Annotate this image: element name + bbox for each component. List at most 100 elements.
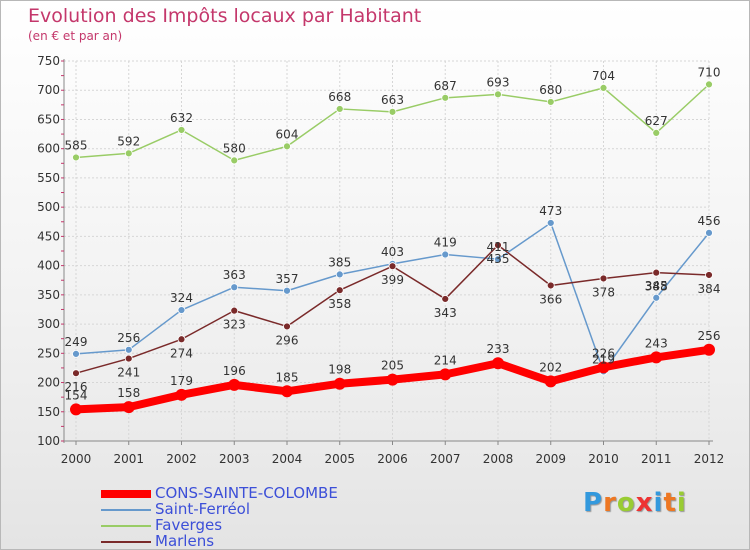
data-label: 668 xyxy=(328,90,351,104)
data-point xyxy=(333,377,346,390)
legend-label: Saint-Ferréol xyxy=(155,500,251,518)
y-tick-label: 300 xyxy=(37,317,60,331)
y-tick-label: 650 xyxy=(37,112,60,126)
data-label: 214 xyxy=(434,353,457,367)
data-label: 366 xyxy=(539,292,562,306)
y-tick-label: 750 xyxy=(37,54,60,68)
legend-item: Marlens xyxy=(101,533,338,549)
data-label: 693 xyxy=(487,75,510,89)
y-tick-label: 400 xyxy=(37,259,60,273)
logo-letter: t xyxy=(663,488,677,518)
data-label: 473 xyxy=(539,204,562,218)
data-label: 687 xyxy=(434,79,457,93)
chart-subtitle: (en € et par an) xyxy=(28,29,123,43)
data-label: 154 xyxy=(65,388,88,402)
data-label: 343 xyxy=(434,306,457,320)
data-point xyxy=(72,153,80,162)
data-point xyxy=(70,403,82,416)
data-point xyxy=(494,90,502,99)
data-point xyxy=(439,368,452,381)
legend-item: Faverges xyxy=(101,517,338,533)
data-point xyxy=(599,83,608,92)
data-label: 680 xyxy=(539,83,562,97)
data-label: 385 xyxy=(328,255,351,269)
data-label: 604 xyxy=(276,127,299,141)
data-point xyxy=(599,274,608,283)
data-label: 585 xyxy=(65,138,88,152)
data-label: 202 xyxy=(539,360,562,374)
data-point xyxy=(281,385,293,398)
y-tick-label: 100 xyxy=(37,434,60,448)
logo-letter: o xyxy=(616,488,636,518)
y-tick-label: 450 xyxy=(37,229,60,243)
data-label: 256 xyxy=(117,331,140,345)
x-tick-label: 2009 xyxy=(535,452,566,466)
data-label: 158 xyxy=(117,386,140,400)
x-tick-label: 2008 xyxy=(483,452,514,466)
data-label: 274 xyxy=(170,346,193,360)
data-label: 324 xyxy=(170,291,193,305)
data-point xyxy=(652,129,661,137)
data-label: 216 xyxy=(65,380,88,394)
data-point xyxy=(177,306,186,314)
data-point xyxy=(652,268,661,277)
legend-swatch xyxy=(101,489,151,498)
data-point xyxy=(335,286,344,295)
data-point xyxy=(335,105,344,113)
logo-letter: P xyxy=(583,488,604,518)
logo-letter: r xyxy=(603,488,617,518)
x-tick-label: 2011 xyxy=(641,452,672,466)
legend-item: CONS-SAINTE-COLOMBE xyxy=(101,485,338,501)
data-point xyxy=(597,361,610,374)
data-label: 363 xyxy=(223,268,246,282)
data-label: 357 xyxy=(276,272,299,286)
data-label: 345 xyxy=(645,279,668,293)
chart-legend: CONS-SAINTE-COLOMBE Saint-Ferréol Faverges… xyxy=(101,485,338,549)
chart-title: Evolution des Impôts locaux par Habitant xyxy=(28,5,422,27)
y-tick-label: 150 xyxy=(37,405,60,419)
y-tick-label: 550 xyxy=(37,171,60,185)
data-label: 399 xyxy=(381,273,404,287)
data-label: 243 xyxy=(645,336,668,350)
x-tick-label: 2000 xyxy=(61,452,92,466)
data-point xyxy=(230,156,239,165)
logo-letter: i xyxy=(676,488,687,518)
data-point xyxy=(228,378,241,391)
data-label: 632 xyxy=(170,111,193,125)
y-tick-label: 250 xyxy=(37,346,60,360)
data-point xyxy=(388,107,397,116)
y-tick-label: 600 xyxy=(37,142,60,156)
data-point xyxy=(124,345,133,354)
data-label: 296 xyxy=(276,333,299,347)
y-tick-label: 350 xyxy=(37,288,60,302)
data-label: 388 xyxy=(645,280,668,294)
logo-letter: i xyxy=(653,488,664,518)
data-point xyxy=(705,80,713,89)
data-label: 704 xyxy=(592,69,615,83)
x-tick-label: 2005 xyxy=(324,452,355,466)
data-point xyxy=(441,250,450,259)
y-tick-label: 200 xyxy=(37,376,60,390)
proxiti-logo: Proxiti xyxy=(583,488,687,518)
data-point xyxy=(283,286,291,295)
data-point xyxy=(388,262,397,271)
data-label: 419 xyxy=(434,236,457,250)
data-label: 219 xyxy=(592,352,615,366)
data-label: 198 xyxy=(328,363,351,377)
data-point xyxy=(283,322,291,331)
logo-letter: x xyxy=(635,488,654,518)
data-label: 403 xyxy=(381,245,404,259)
data-label: 710 xyxy=(698,65,721,79)
data-point xyxy=(386,373,399,386)
data-point xyxy=(122,401,135,414)
y-tick-label: 700 xyxy=(37,83,60,97)
x-tick-label: 2006 xyxy=(377,452,408,466)
legend-label: CONS-SAINTE-COLOMBE xyxy=(155,484,338,502)
data-point xyxy=(650,351,663,364)
data-label: 205 xyxy=(381,359,404,373)
data-label: 185 xyxy=(276,370,299,384)
data-label: 196 xyxy=(223,364,246,378)
data-point xyxy=(703,343,715,356)
